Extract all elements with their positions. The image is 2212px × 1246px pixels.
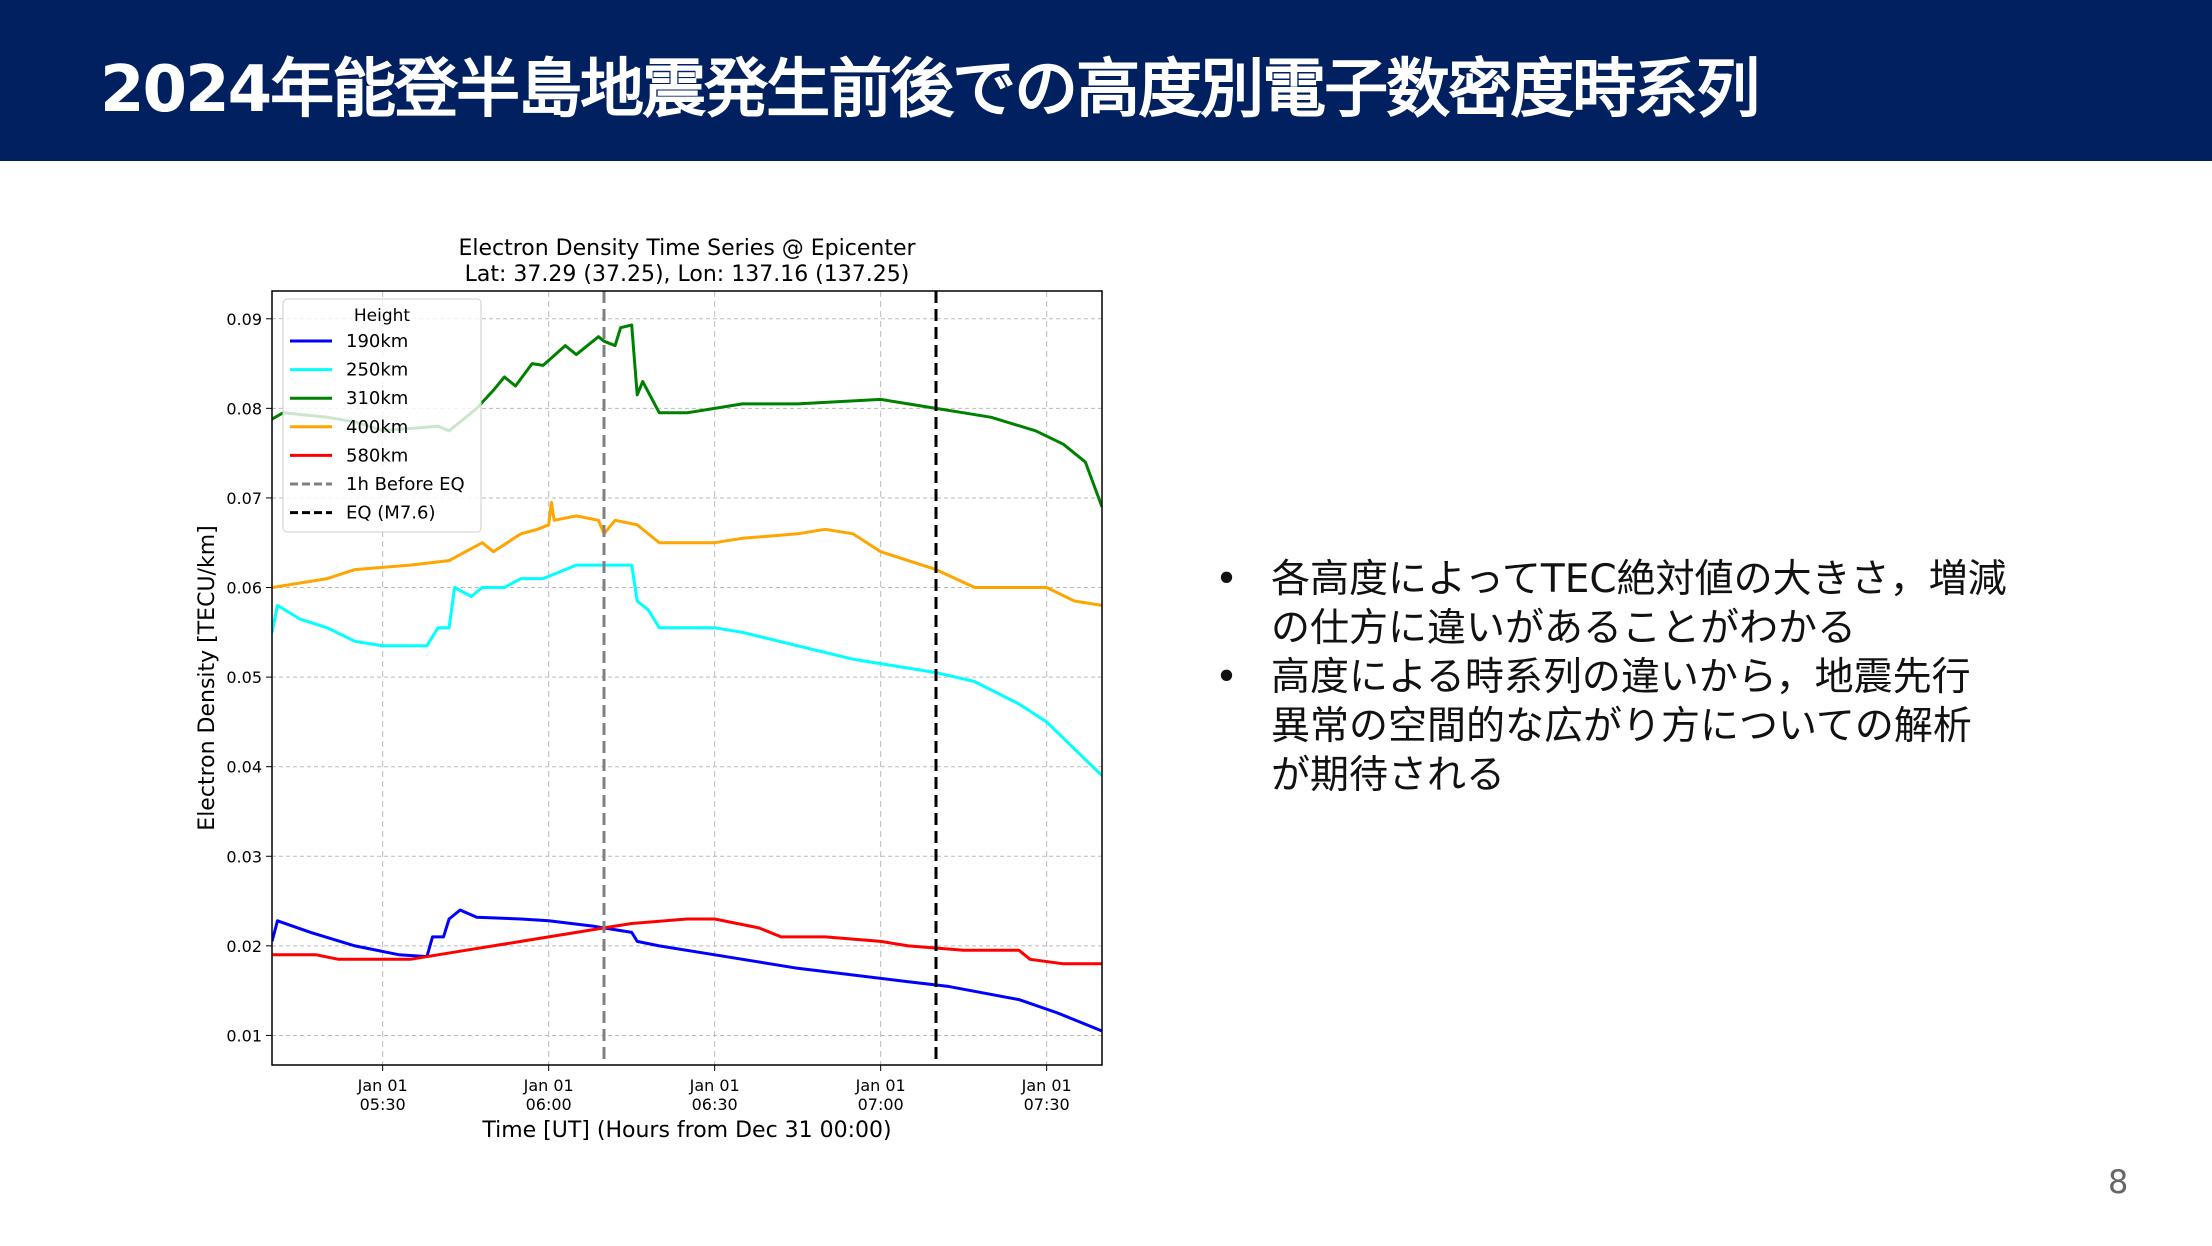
x-tick-time: 06:30 [692, 1095, 738, 1114]
y-tick-label: 0.01 [226, 1026, 262, 1045]
vertical-markers [602, 291, 938, 1065]
slide-header: 2024年能登半島地震発生前後での高度別電子数密度時系列 [0, 0, 2212, 161]
bullet-list: • 各高度によってTEC絶対値の大きさ，増減 の仕方に違いがあることがわかる • 高度に… [1215, 555, 2007, 800]
chart-title: Electron Density Time Series @ Epicenter [458, 236, 916, 261]
legend-entry-label: 580km [346, 445, 408, 466]
series-line-580km [272, 917, 1102, 966]
x-tick-time: 07:00 [858, 1095, 904, 1114]
bullet-item: • 高度による時系列の違いから，地震先行 異常の空間的な広がり方についての解析 が期待… [1215, 653, 2007, 800]
bullet-dot-icon: • [1215, 655, 1239, 700]
series-line-250km [272, 563, 1102, 777]
x-tick-date: Jan 01 [357, 1076, 408, 1095]
chart-subtitle: Lat: 37.29 (37.25), Lon: 137.16 (137.25) [465, 262, 910, 287]
x-tick-time: 06:00 [526, 1095, 572, 1114]
x-tick-time: 05:30 [360, 1095, 406, 1114]
x-axis-label: Time [UT] (Hours from Dec 31 00:00) [481, 1118, 891, 1143]
x-tick-date: Jan 01 [855, 1076, 906, 1095]
y-tick-label: 0.02 [226, 937, 262, 956]
x-tick-time: 07:30 [1024, 1095, 1070, 1114]
slide-title: 2024年能登半島地震発生前後での高度別電子数密度時系列 [100, 53, 1760, 127]
bullet-item: • 各高度によってTEC絶対値の大きさ，増減 の仕方に違いがあることがわかる [1215, 555, 2007, 653]
bullet-text-line: 各高度によってTEC絶対値の大きさ，増減 [1271, 557, 2007, 602]
y-tick-label: 0.04 [226, 758, 262, 777]
bullet-text-line: 高度による時系列の違いから，地震先行 [1271, 655, 1971, 700]
series-line-190km [272, 908, 1102, 1033]
x-tick-date: Jan 01 [523, 1076, 574, 1095]
page-number: 8 [2108, 1163, 2129, 1201]
bullet-dot-icon: • [1215, 557, 1239, 602]
x-tick-date: Jan 01 [1021, 1076, 1072, 1095]
y-tick-label: 0.06 [226, 579, 262, 598]
y-tick-label: 0.05 [226, 668, 262, 687]
legend-entry-label: 310km [346, 388, 408, 409]
y-tick-label: 0.07 [226, 489, 262, 508]
y-tick-label: 0.03 [226, 847, 262, 866]
y-tick-label: 0.08 [226, 399, 262, 418]
y-axis-label: Electron Density [TECU/km] [195, 525, 220, 830]
ticks: 0.01 0.02 0.03 0.04 0.05 0.06 0.07 0.08 0.09 Jan … [226, 310, 1071, 1114]
x-tick-date: Jan 01 [689, 1076, 740, 1095]
legend: Height 190km 250km 310km 400km 580km 1h Befor… [282, 298, 482, 533]
bullet-text-line: の仕方に違いがあることがわかる [1271, 606, 1857, 651]
legend-entry-label: 400km [346, 417, 408, 438]
legend-title: Height [354, 306, 411, 326]
y-tick-label: 0.09 [226, 310, 262, 329]
bullet-text-line: 異常の空間的な広がり方についての解析 [1271, 704, 1972, 749]
legend-entry-label: 1h Before EQ [346, 474, 465, 495]
plot-frame [271, 290, 1103, 1066]
legend-entry-label: 190km [346, 331, 408, 352]
legend-entry-label: 250km [346, 360, 408, 381]
bullet-text-line: が期待される [1271, 753, 1506, 798]
legend-entry-label: EQ (M7.6) [346, 503, 435, 524]
